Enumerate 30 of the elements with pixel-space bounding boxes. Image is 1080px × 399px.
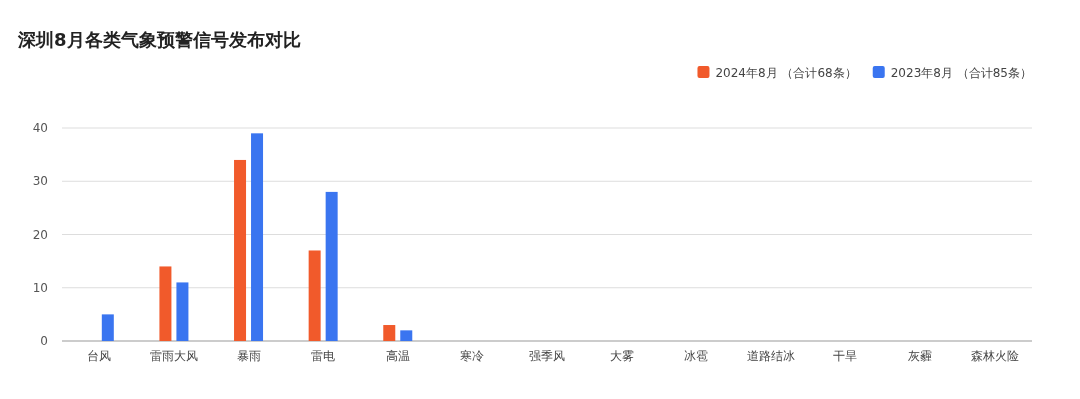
bar xyxy=(251,133,264,341)
x-tick-label: 寒冷 xyxy=(460,349,485,363)
bar xyxy=(383,325,396,341)
x-tick-label: 道路结冰 xyxy=(746,349,795,363)
bar xyxy=(159,266,172,341)
bar xyxy=(176,282,189,341)
bar xyxy=(234,159,247,341)
x-tick-label: 暴雨 xyxy=(236,349,261,363)
y-tick-label: 10 xyxy=(32,280,48,295)
chart-title: 深圳8月各类气象预警信号发布对比 xyxy=(17,29,301,50)
x-tick-label: 台风 xyxy=(87,349,112,363)
y-tick-label: 0 xyxy=(40,334,48,348)
y-tick-label: 40 xyxy=(32,121,48,135)
bar xyxy=(325,191,338,341)
x-tick-label: 森林火险 xyxy=(970,349,1019,363)
x-tick-label: 雷雨大风 xyxy=(149,349,198,363)
x-tick-label: 雷电 xyxy=(311,349,336,363)
y-tick-label: 20 xyxy=(32,227,48,242)
x-tick-label: 强季风 xyxy=(529,349,565,363)
x-tick-label: 高温 xyxy=(385,349,410,363)
y-tick-label: 30 xyxy=(32,174,48,189)
x-tick-label: 冰雹 xyxy=(684,349,709,363)
bar xyxy=(400,330,413,341)
x-tick-label: 大雾 xyxy=(609,349,634,363)
legend-label: 2023年8月 （合计85条） xyxy=(890,66,1032,80)
bar xyxy=(101,314,114,341)
bar xyxy=(308,250,321,341)
x-tick-label: 干旱 xyxy=(833,349,858,363)
x-tick-label: 灰霾 xyxy=(908,349,933,363)
legend-label: 2024年8月 （合计68条） xyxy=(715,66,857,80)
